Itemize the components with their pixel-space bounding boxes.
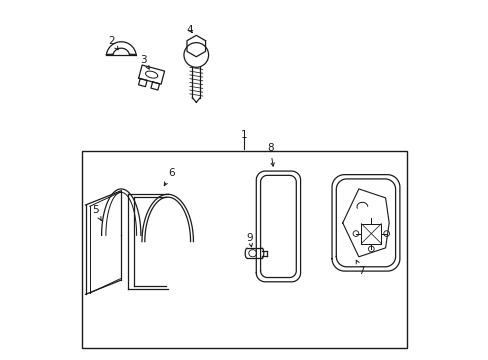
Text: 2: 2 bbox=[108, 36, 118, 50]
Text: 6: 6 bbox=[164, 168, 175, 186]
Text: 3: 3 bbox=[140, 55, 149, 69]
Text: 1: 1 bbox=[241, 130, 247, 140]
Text: 5: 5 bbox=[92, 205, 101, 221]
Text: 9: 9 bbox=[246, 233, 253, 247]
Bar bbox=[82, 152, 406, 348]
Text: 4: 4 bbox=[186, 25, 193, 35]
Text: 7: 7 bbox=[355, 260, 364, 276]
Text: 8: 8 bbox=[266, 143, 274, 166]
